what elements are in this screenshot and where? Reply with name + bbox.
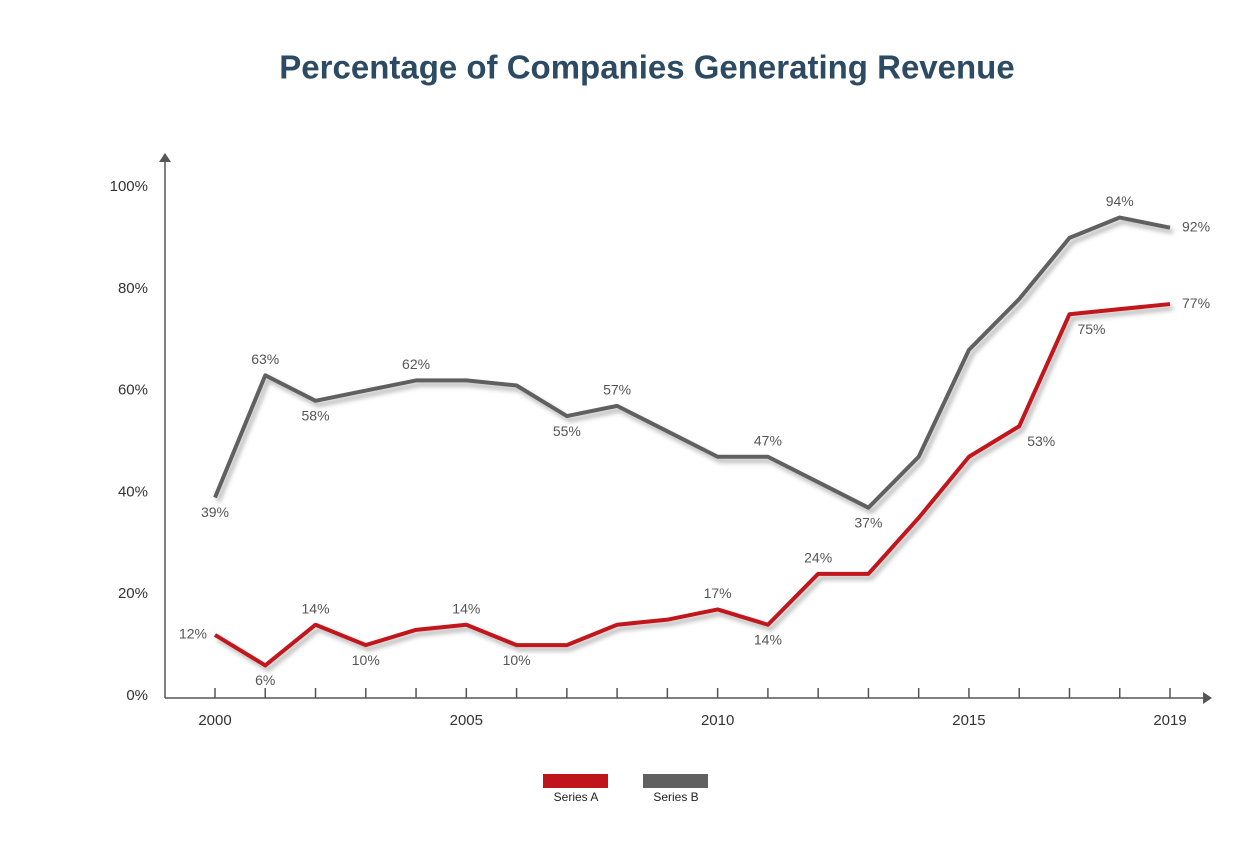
- data-label: 63%: [251, 351, 279, 367]
- x-tick-label: 2010: [701, 712, 734, 729]
- data-label: 14%: [754, 631, 782, 647]
- y-axis-arrow: [159, 153, 171, 162]
- data-label: 77%: [1182, 295, 1210, 311]
- data-label: 62%: [402, 356, 430, 372]
- data-label: 24%: [804, 550, 832, 566]
- data-label: 17%: [704, 585, 732, 601]
- data-label: 10%: [352, 652, 380, 668]
- y-tick-label: 0%: [126, 687, 148, 704]
- series-line: [213, 215, 1171, 510]
- series-line: [213, 302, 1171, 668]
- data-label: 47%: [754, 432, 782, 448]
- legend-swatch: [643, 774, 708, 788]
- data-label: 39%: [201, 504, 229, 520]
- data-label: 92%: [1182, 218, 1210, 234]
- data-label: 6%: [255, 672, 275, 688]
- y-tick-label: 60%: [118, 382, 148, 399]
- y-tick-label: 40%: [118, 483, 148, 500]
- data-label: 57%: [603, 382, 631, 398]
- data-label: 75%: [1077, 321, 1105, 337]
- data-label: 58%: [302, 407, 330, 423]
- legend-swatch: [543, 774, 608, 788]
- chart-title: Percentage of Companies Generating Reven…: [279, 49, 1014, 86]
- y-tick-label: 20%: [118, 585, 148, 602]
- y-tick-label: 100%: [110, 178, 148, 195]
- y-tick-label: 80%: [118, 280, 148, 297]
- data-label: 94%: [1106, 193, 1134, 209]
- data-label: 14%: [452, 600, 480, 616]
- data-label: 12%: [179, 626, 207, 642]
- axes: [164, 162, 1205, 699]
- x-tick-label: 2015: [952, 712, 985, 729]
- data-label: 53%: [1027, 433, 1055, 449]
- data-label: 55%: [553, 423, 581, 439]
- x-tick-label: 2000: [198, 712, 231, 729]
- x-tick-label: 2019: [1153, 712, 1186, 729]
- legend-label: Series B: [653, 790, 698, 804]
- x-tick-label: 2005: [450, 712, 483, 729]
- data-label: 10%: [503, 652, 531, 668]
- data-label: 37%: [854, 514, 882, 530]
- legend-label: Series A: [554, 790, 599, 804]
- x-axis-arrow: [1203, 692, 1212, 704]
- data-label: 14%: [302, 600, 330, 616]
